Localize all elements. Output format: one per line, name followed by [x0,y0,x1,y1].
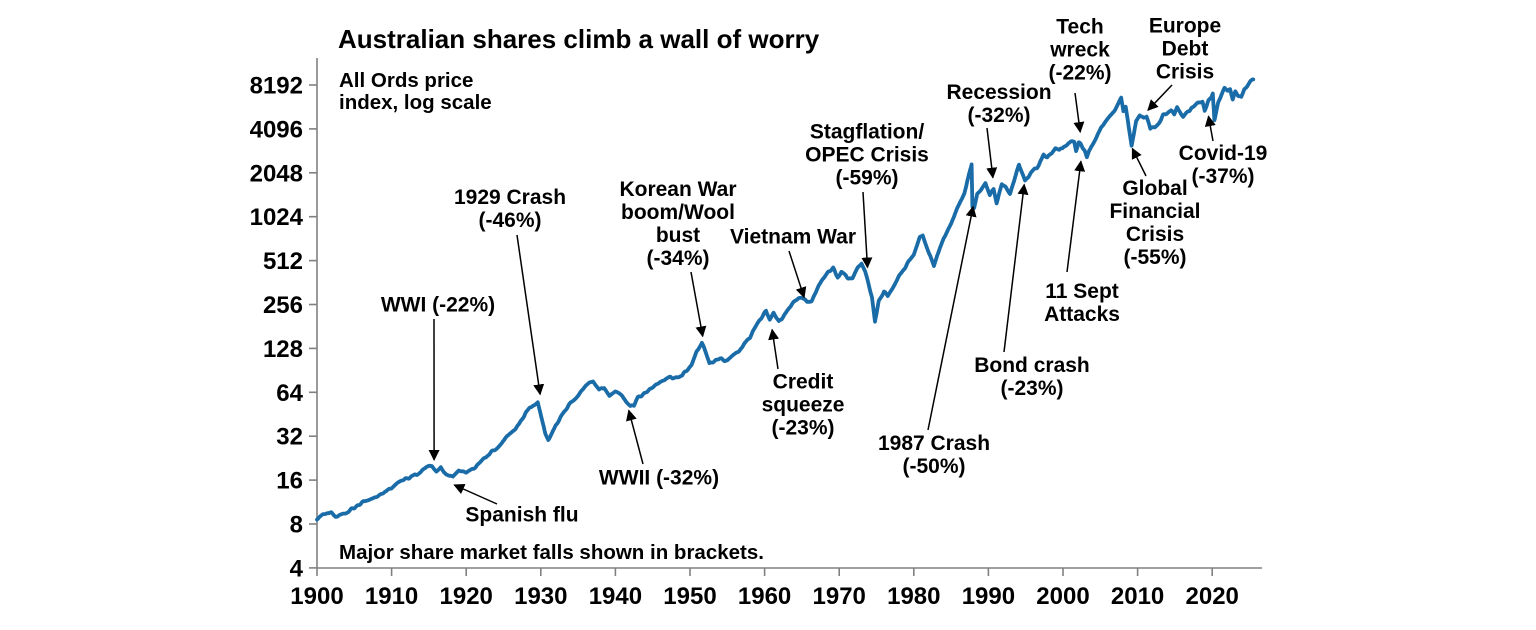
annotation-arrow-recession [986,127,998,179]
annotation-arrow-crash-1929 [516,234,545,396]
x-tick-label: 1930 [514,583,567,610]
annotation-arrow-tech-wreck [1073,92,1085,134]
annotation-arrow-spanish-flu [453,483,498,505]
x-tick-label: 1920 [440,583,493,610]
x-tick-label: 1990 [962,583,1015,610]
y-tick-label: 4 [290,555,304,582]
x-tick-label: 1950 [663,583,716,610]
x-tick-label: 1910 [365,583,418,610]
x-tick-label: 1900 [290,583,343,610]
y-axis-note: All Ords price index, log scale [339,69,492,114]
chart-title: Australian shares climb a wall of worry [338,24,820,54]
annotation-arrow-covid-19 [1204,115,1216,142]
chart-footnote: Major share market falls shown in bracke… [339,541,764,564]
x-tick-label: 1940 [589,583,642,610]
y-tick-label: 16 [276,468,303,495]
annotation-arrow-sept-11-attacks [1066,160,1086,273]
y-tick-label: 4096 [250,116,303,143]
annotation-arrow-crash-1987 [927,205,977,431]
y-tick-label: 32 [276,424,303,451]
x-tick-label: 2000 [1036,583,1089,610]
annotation-arrow-korean-war [690,271,707,338]
x-tick-label: 2020 [1186,583,1239,610]
annotation-arrow-global-financial-crisis [1131,147,1147,177]
annotation-arrow-vietnam-war [788,250,807,299]
annotation-arrow-bond-crash [1003,183,1029,353]
y-tick-label: 64 [276,380,303,407]
y-tick-label: 256 [263,292,303,319]
annotation-arrow-europe-debt-crisis [1147,84,1173,111]
y-tick-label: 8192 [250,73,303,100]
annotation-arrow-stagflation-opec [861,191,873,269]
y-tick-label: 128 [263,336,303,363]
y-tick-label: 2048 [250,160,303,187]
x-tick-label: 1980 [887,583,940,610]
x-tick-label: 1970 [813,583,866,610]
y-tick-label: 512 [263,248,303,275]
y-tick-label: 1024 [250,204,304,231]
annotation-arrow-credit-squeeze [768,328,780,370]
x-tick-label: 1960 [738,583,791,610]
all-ords-price-line [315,77,1256,522]
annotation-arrow-wwii [626,409,644,465]
x-tick-label: 2010 [1111,583,1164,610]
y-tick-label: 8 [290,512,303,539]
